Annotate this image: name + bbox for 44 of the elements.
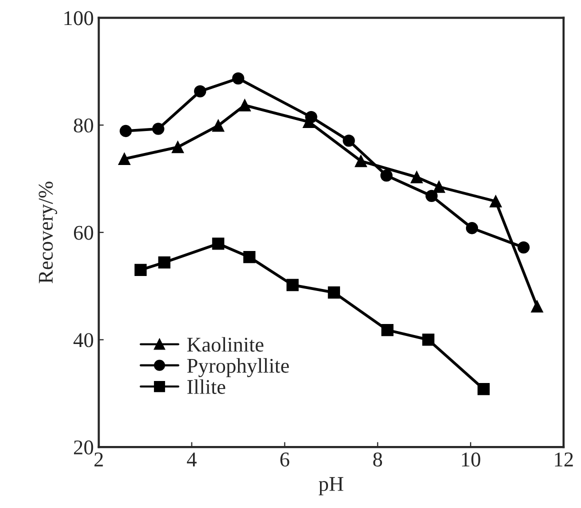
point	[410, 171, 423, 184]
point	[531, 300, 544, 313]
point	[305, 110, 318, 124]
legend-label: Kaolinite	[187, 337, 264, 352]
point	[425, 190, 438, 202]
point	[172, 141, 184, 154]
point	[342, 134, 355, 147]
x-tick-label: 8	[373, 452, 382, 467]
point	[212, 120, 224, 132]
point	[118, 152, 130, 165]
y-tick-label: 40	[73, 333, 94, 348]
point	[152, 122, 164, 135]
point	[490, 195, 502, 208]
point	[328, 286, 340, 299]
point	[194, 85, 206, 98]
point	[466, 222, 478, 234]
legend-label: Illite	[187, 379, 226, 394]
point	[232, 72, 244, 84]
y-tick-label: 80	[74, 118, 94, 133]
x-axis-title: pH	[318, 477, 344, 496]
point	[120, 124, 132, 138]
y-tick-label: 100	[64, 11, 94, 26]
y-axis-title: Recovery/%	[38, 182, 58, 284]
point	[380, 169, 393, 182]
point	[354, 154, 367, 168]
point	[432, 180, 446, 193]
x-tick-label: 2	[94, 452, 103, 466]
x-tick-label: 6	[280, 452, 290, 467]
point	[381, 324, 394, 336]
y-tick-label: 20	[74, 440, 94, 454]
point	[212, 238, 224, 250]
x-tick-label: 4	[186, 452, 197, 466]
point	[158, 256, 170, 269]
point	[134, 264, 147, 276]
point	[422, 334, 434, 346]
point	[518, 241, 530, 254]
y-tick-label: 60	[74, 226, 94, 240]
x-tick-label: 12	[554, 452, 573, 466]
x-tick-label: 10	[462, 452, 480, 467]
point	[286, 278, 299, 292]
legend-label: Pyrophyllite	[187, 358, 289, 378]
point	[478, 383, 490, 396]
point	[243, 251, 256, 264]
point	[238, 99, 251, 112]
